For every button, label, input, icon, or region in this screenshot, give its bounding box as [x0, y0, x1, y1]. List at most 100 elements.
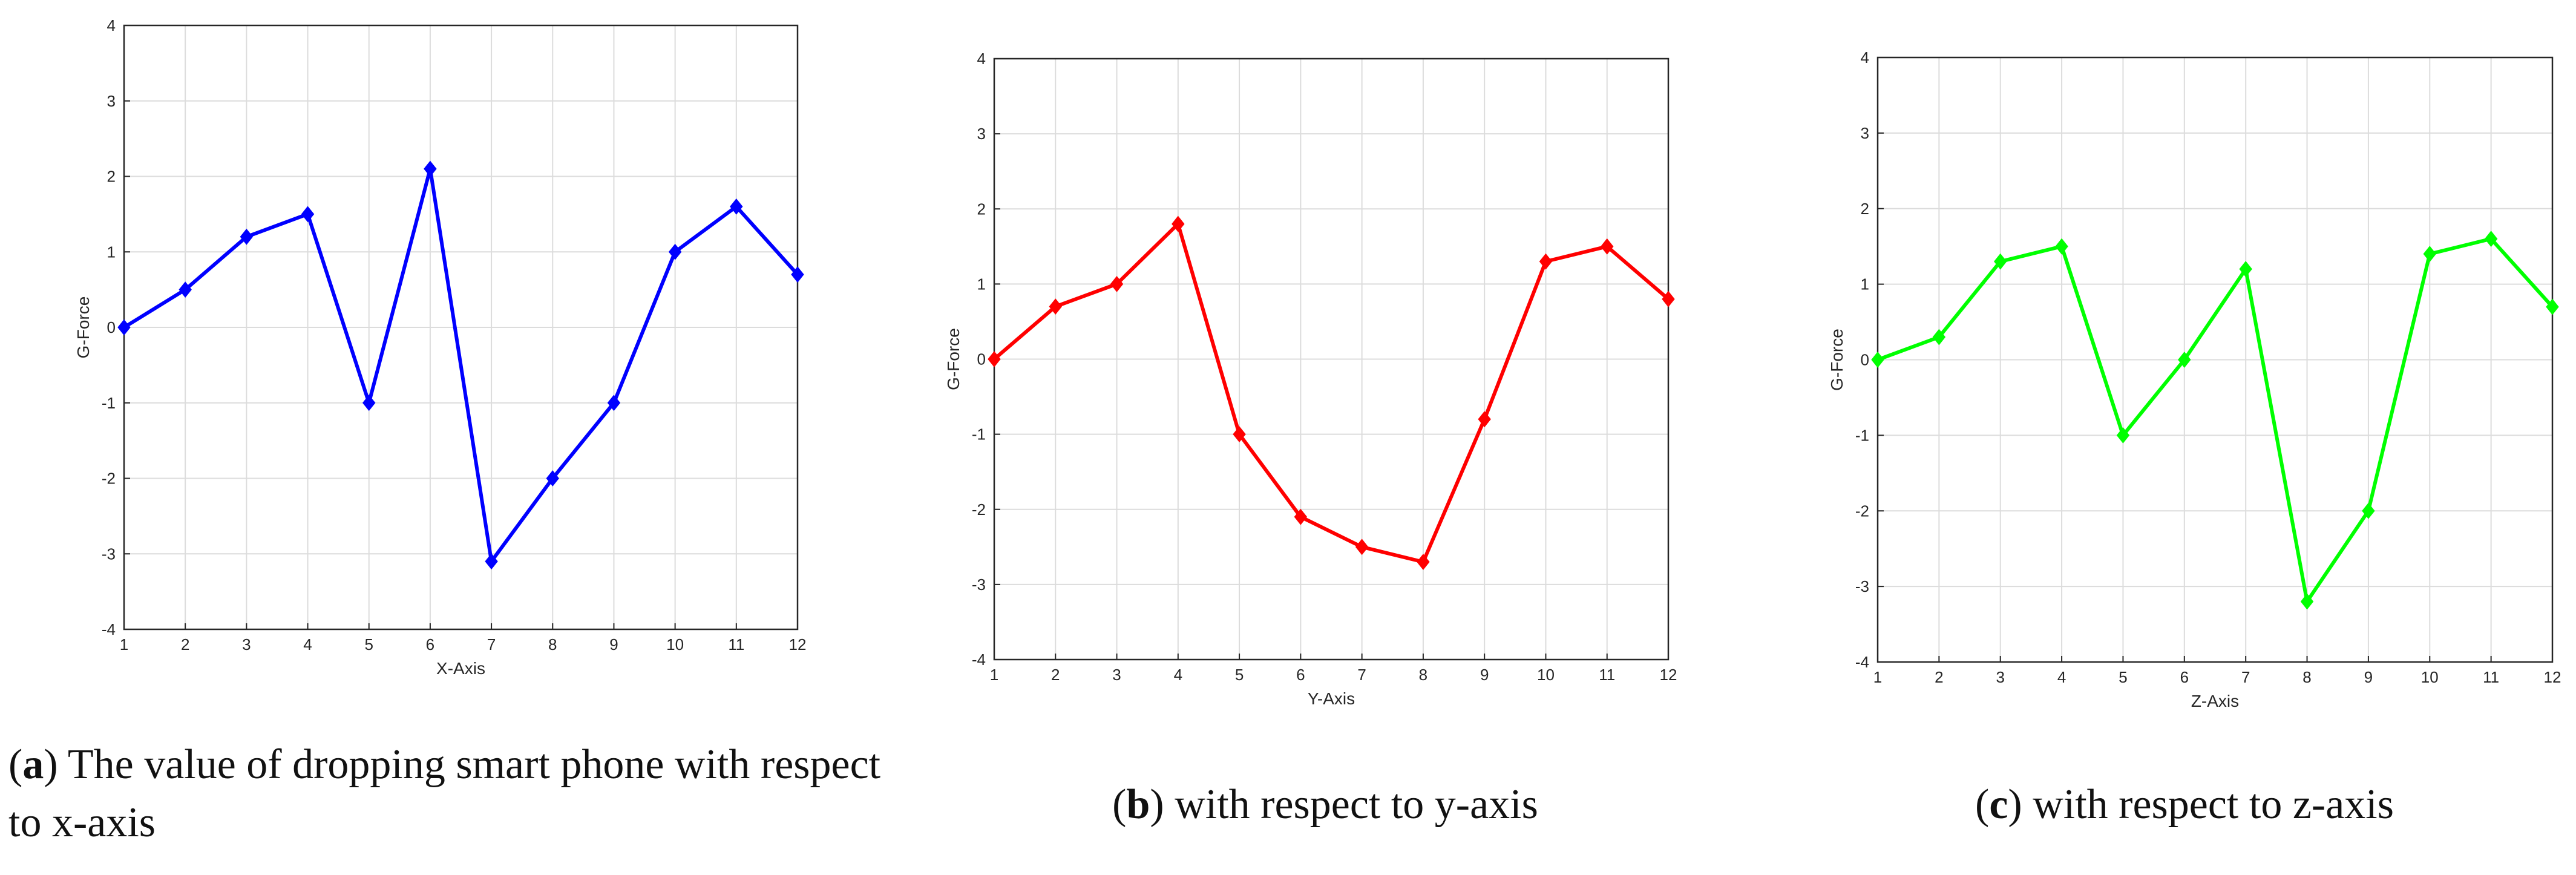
x-tick-label: 9 — [2364, 668, 2373, 686]
data-point-marker — [2362, 502, 2375, 519]
data-point-marker — [485, 553, 498, 570]
data-point-marker — [1294, 508, 1308, 525]
data-point-marker — [791, 266, 804, 283]
series-line — [1876, 237, 2554, 604]
caption-a: (a) The value of dropping smart phone wi… — [8, 741, 881, 846]
data-point-marker — [1478, 411, 1491, 428]
y-tick-label: -2 — [972, 500, 986, 519]
data-point-marker — [2178, 352, 2191, 368]
caption-a-letter: a — [22, 741, 44, 788]
data-point-marker — [1871, 352, 1884, 368]
data-point-marker — [1994, 253, 2007, 270]
y-tick-label: 0 — [977, 350, 986, 369]
x-tick-label: 8 — [2302, 668, 2311, 686]
data-point-marker — [730, 198, 743, 215]
y-tick-label: -3 — [102, 545, 116, 563]
data-point-marker — [1172, 215, 1185, 232]
data-point-marker — [2300, 593, 2314, 610]
caption-a-text: The value of dropping smart phone with r… — [8, 741, 881, 846]
x-tick-label: 2 — [1935, 668, 1943, 686]
data-point-marker — [988, 351, 1001, 367]
x-tick-label: 1 — [120, 635, 128, 654]
caption-c-text: with respect to z-axis — [2033, 781, 2394, 828]
y-tick-label: -3 — [1855, 577, 1869, 595]
data-point-marker — [668, 243, 682, 260]
y-tick-label: -4 — [1855, 653, 1869, 671]
y-tick-label: -1 — [102, 394, 116, 412]
y-tick-label: -1 — [1855, 426, 1869, 444]
data-point-marker — [240, 228, 254, 245]
y-tick-label: 3 — [977, 125, 986, 143]
y-tick-label: 3 — [1861, 124, 1869, 142]
y-tick-label: 4 — [977, 50, 986, 68]
data-point-marker — [607, 395, 621, 411]
caption-b: (b) with respect to y-axis — [1112, 781, 1538, 828]
y-tick-label: 2 — [1861, 200, 1869, 218]
data-point-marker — [1662, 290, 1675, 307]
x-tick-label: 5 — [2119, 668, 2127, 686]
y-axis-label: G-Force — [944, 328, 963, 390]
x-tick-label: 7 — [1357, 666, 1366, 684]
y-tick-label: 4 — [1861, 48, 1869, 67]
data-point-marker — [1417, 554, 1430, 571]
data-point-marker — [1601, 238, 1614, 255]
y-tick-label: 0 — [107, 318, 116, 336]
x-tick-label: 1 — [990, 666, 998, 684]
caption-b-letter: b — [1126, 781, 1150, 828]
data-point-marker — [2116, 427, 2130, 444]
x-tick-label: 11 — [728, 635, 744, 654]
data-point-marker — [1110, 275, 1124, 292]
chart-z-axis: 1 2 3 4 5 6 7 8 9 10 11 12-4-3-2-101234Z-AxisG-Forc… — [1827, 48, 2561, 710]
x-tick-label: 12 — [789, 635, 807, 654]
y-axis-label: G-Force — [74, 297, 93, 359]
x-tick-label: 7 — [2241, 668, 2250, 686]
x-tick-label: 11 — [2483, 668, 2499, 686]
x-tick-label: 4 — [2057, 668, 2066, 686]
x-tick-label: 4 — [1174, 666, 1182, 684]
data-point-marker — [362, 395, 376, 411]
x-axis-label: Z-Axis — [2191, 692, 2239, 710]
y-tick-label: -1 — [972, 425, 986, 444]
x-tick-label: 9 — [1480, 666, 1489, 684]
y-tick-label: -2 — [1855, 502, 1869, 520]
data-point-marker — [2546, 298, 2559, 315]
x-tick-label: 5 — [1235, 666, 1244, 684]
y-tick-label: 2 — [107, 168, 116, 186]
x-tick-label: 12 — [1660, 666, 1677, 684]
data-point-marker — [2239, 261, 2252, 278]
data-point-marker — [301, 206, 315, 223]
x-tick-label: 6 — [426, 635, 434, 654]
x-tick-label: 3 — [1996, 668, 2004, 686]
x-axis-label: X-Axis — [436, 659, 485, 678]
data-point-marker — [1539, 253, 1553, 270]
x-tick-label: 3 — [1112, 666, 1121, 684]
y-tick-label: 1 — [977, 275, 986, 293]
y-tick-label: -4 — [102, 620, 116, 638]
data-point-marker — [1233, 426, 1246, 443]
x-tick-label: 1 — [1873, 668, 1882, 686]
y-tick-label: 0 — [1861, 351, 1869, 369]
data-point-marker — [2484, 231, 2498, 247]
x-tick-label: 12 — [2544, 668, 2561, 686]
data-point-marker — [546, 470, 559, 487]
x-tick-label: 6 — [2180, 668, 2189, 686]
caption-b-text: with respect to y-axis — [1175, 781, 1538, 828]
x-tick-label: 2 — [181, 635, 189, 654]
y-tick-label: 4 — [107, 16, 116, 34]
x-tick-label: 6 — [1296, 666, 1305, 684]
chart-y-axis: 1 2 3 4 5 6 7 8 9 10 11 12-4-3-2-101234Y-AxisG-Forc… — [944, 50, 1677, 708]
x-tick-label: 10 — [1537, 666, 1555, 684]
data-point-marker — [1049, 298, 1062, 315]
chart-x-axis: 1 2 3 4 5 6 7 8 9 10 11 12-4-3-2-101234X-AxisG-Forc… — [74, 16, 806, 678]
x-tick-label: 7 — [487, 635, 496, 654]
caption-c: (c) with respect to z-axis — [1975, 781, 2394, 828]
data-point-marker — [2423, 246, 2436, 263]
data-point-marker — [2055, 238, 2068, 255]
caption-c-letter: c — [1989, 781, 2008, 828]
x-tick-label: 2 — [1051, 666, 1060, 684]
x-tick-label: 10 — [2421, 668, 2439, 686]
y-axis-label: G-Force — [1827, 329, 1846, 391]
y-tick-label: -4 — [972, 651, 986, 669]
x-tick-label: 10 — [666, 635, 684, 654]
